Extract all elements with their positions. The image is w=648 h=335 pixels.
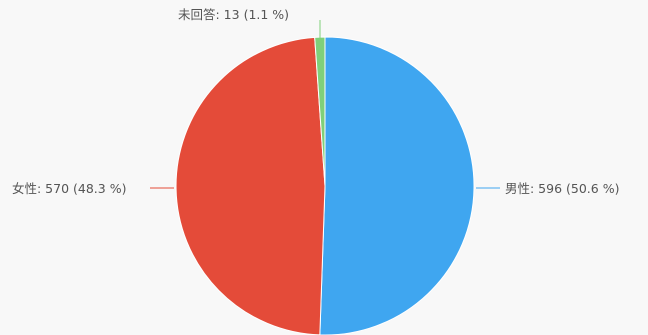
slice-label-3: 未回答: 13 (1.1 %) [178,7,289,22]
leader-lines [150,20,500,189]
pie-slice-2[interactable] [175,36,326,335]
slice-label-1: 男性: 596 (50.6 %) [505,181,619,196]
slice-label-2: 女性: 570 (48.3 %) [12,181,126,196]
pie-slices [175,36,475,335]
pie-slice-1[interactable] [319,36,475,335]
slice-labels: 男性: 596 (50.6 %) 女性: 570 (48.3 %) 未回答: 13 … [12,7,619,196]
